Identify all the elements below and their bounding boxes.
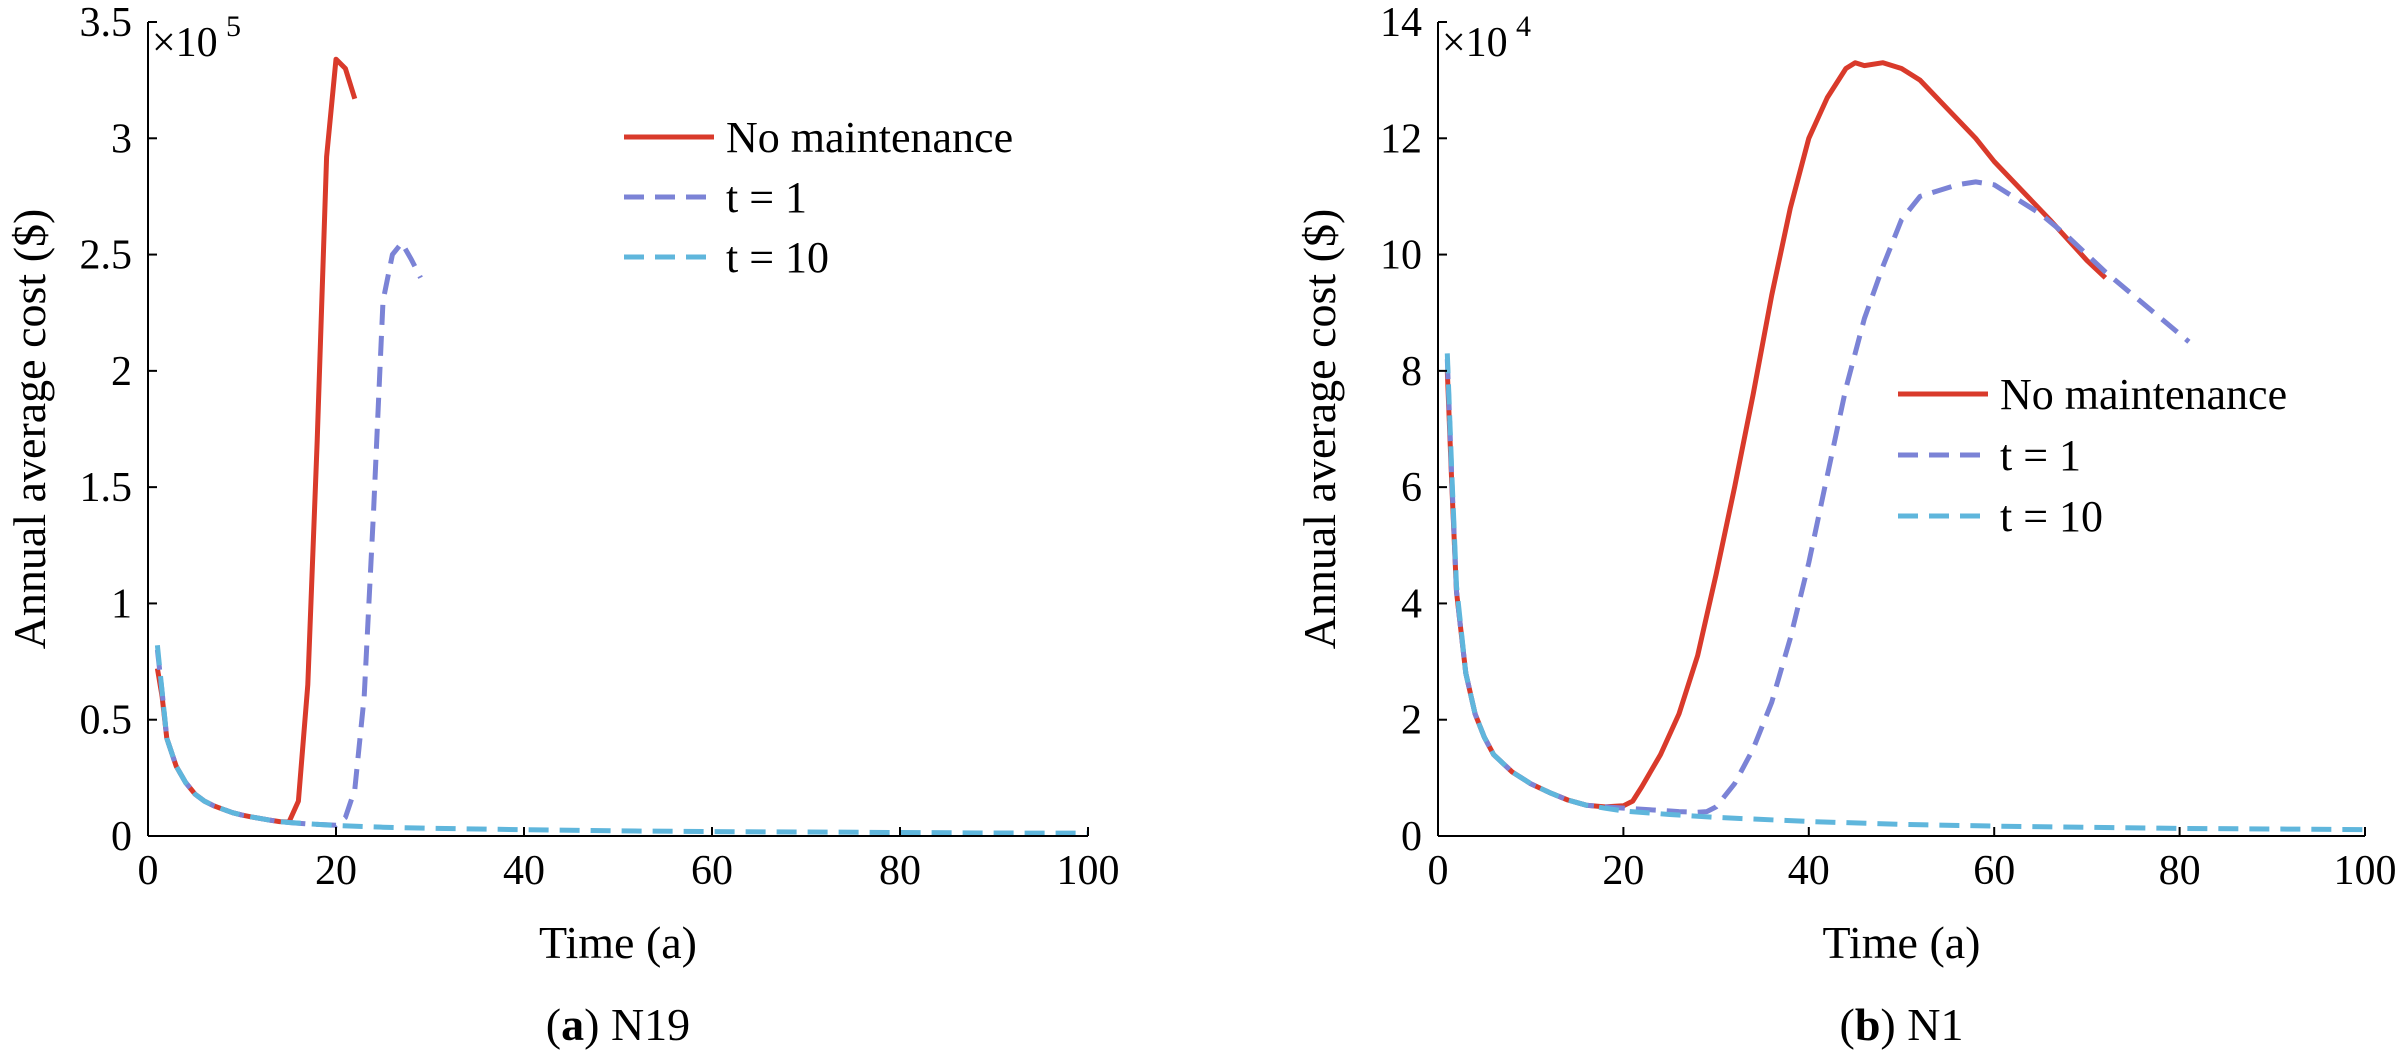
y-tick-label: 6	[1401, 465, 1422, 511]
x-axis-label: Time (a)	[539, 917, 697, 968]
y-tick-label: 1.5	[80, 465, 133, 511]
figure: 02040608010000.511.522.533.5×105Time (a)…	[0, 0, 2407, 1064]
y-tick-label: 1	[111, 581, 132, 627]
x-tick-label: 20	[315, 848, 357, 894]
y-tick-label: 2	[1401, 698, 1422, 744]
legend-label: t = 10	[2000, 492, 2103, 541]
legend-label: No maintenance	[2000, 370, 2287, 419]
y-tick-label: 3.5	[80, 0, 133, 46]
y-tick-label: 14	[1380, 0, 1422, 46]
series-line-t-10	[1447, 353, 2365, 829]
x-tick-label: 100	[1057, 848, 1120, 894]
legend: No maintenance t = 1 t = 10	[1898, 370, 2287, 541]
x-tick-label: 100	[2334, 848, 2397, 894]
x-tick-label: 60	[1973, 848, 2015, 894]
y-tick-label: 0.5	[80, 698, 133, 744]
x-tick-label: 40	[1788, 848, 1830, 894]
y-multiplier: ×10	[152, 20, 218, 66]
x-tick-label: 80	[2159, 848, 2201, 894]
x-tick-label: 60	[691, 848, 733, 894]
caption-open-paren: (	[546, 999, 561, 1050]
y-tick-label: 3	[111, 116, 132, 162]
y-multiplier: ×10	[1442, 20, 1508, 66]
y-tick-label: 12	[1380, 116, 1422, 162]
y-axis-label: Annual average cost ($)	[1294, 209, 1345, 650]
caption-panel-name: N1	[1907, 999, 1963, 1050]
y-tick-label: 0	[111, 814, 132, 860]
legend-label: t = 1	[726, 173, 807, 222]
x-tick-label: 0	[1428, 848, 1449, 894]
caption-close-paren: )	[584, 999, 611, 1050]
x-axis-label: Time (a)	[1822, 917, 1980, 968]
legend-label: t = 1	[2000, 431, 2081, 480]
y-tick-label: 0	[1401, 814, 1422, 860]
caption-panel-label: a	[561, 999, 584, 1050]
series-line-t-1	[157, 243, 420, 825]
legend-label: No maintenance	[726, 113, 1013, 162]
y-tick-label: 4	[1401, 581, 1422, 627]
y-tick-label: 2	[111, 349, 132, 395]
panel-caption: (b) N1	[1840, 999, 1964, 1050]
y-exponent: 5	[226, 10, 241, 43]
x-tick-label: 0	[138, 848, 159, 894]
y-tick-label: 8	[1401, 349, 1422, 395]
x-tick-label: 80	[879, 848, 921, 894]
series-line-no-maintenance	[157, 59, 354, 822]
x-tick-label: 40	[503, 848, 545, 894]
caption-close-paren: )	[1880, 999, 1907, 1050]
panel-caption: (a) N19	[546, 999, 690, 1050]
y-tick-label: 2.5	[80, 233, 133, 279]
y-axis-label: Annual average cost ($)	[4, 209, 55, 650]
x-tick-label: 20	[1602, 848, 1644, 894]
panel-b: 02040608010002468101214×104Time (a)Annua…	[1294, 0, 2397, 1050]
caption-panel-label: b	[1855, 999, 1881, 1050]
y-exponent: 4	[1516, 10, 1531, 43]
y-tick-label: 10	[1380, 233, 1422, 279]
panel-a: 0 20 40 60 80 100 0 0.5 1 1.5 2 2.5 3 3.5 ×105 Time (a)…	[4, 0, 1120, 1050]
caption-panel-name: N19	[611, 999, 690, 1050]
caption-open-paren: (	[1840, 999, 1855, 1050]
legend: No maintenance t = 1 t = 10	[624, 113, 1013, 282]
legend-label: t = 10	[726, 233, 829, 282]
